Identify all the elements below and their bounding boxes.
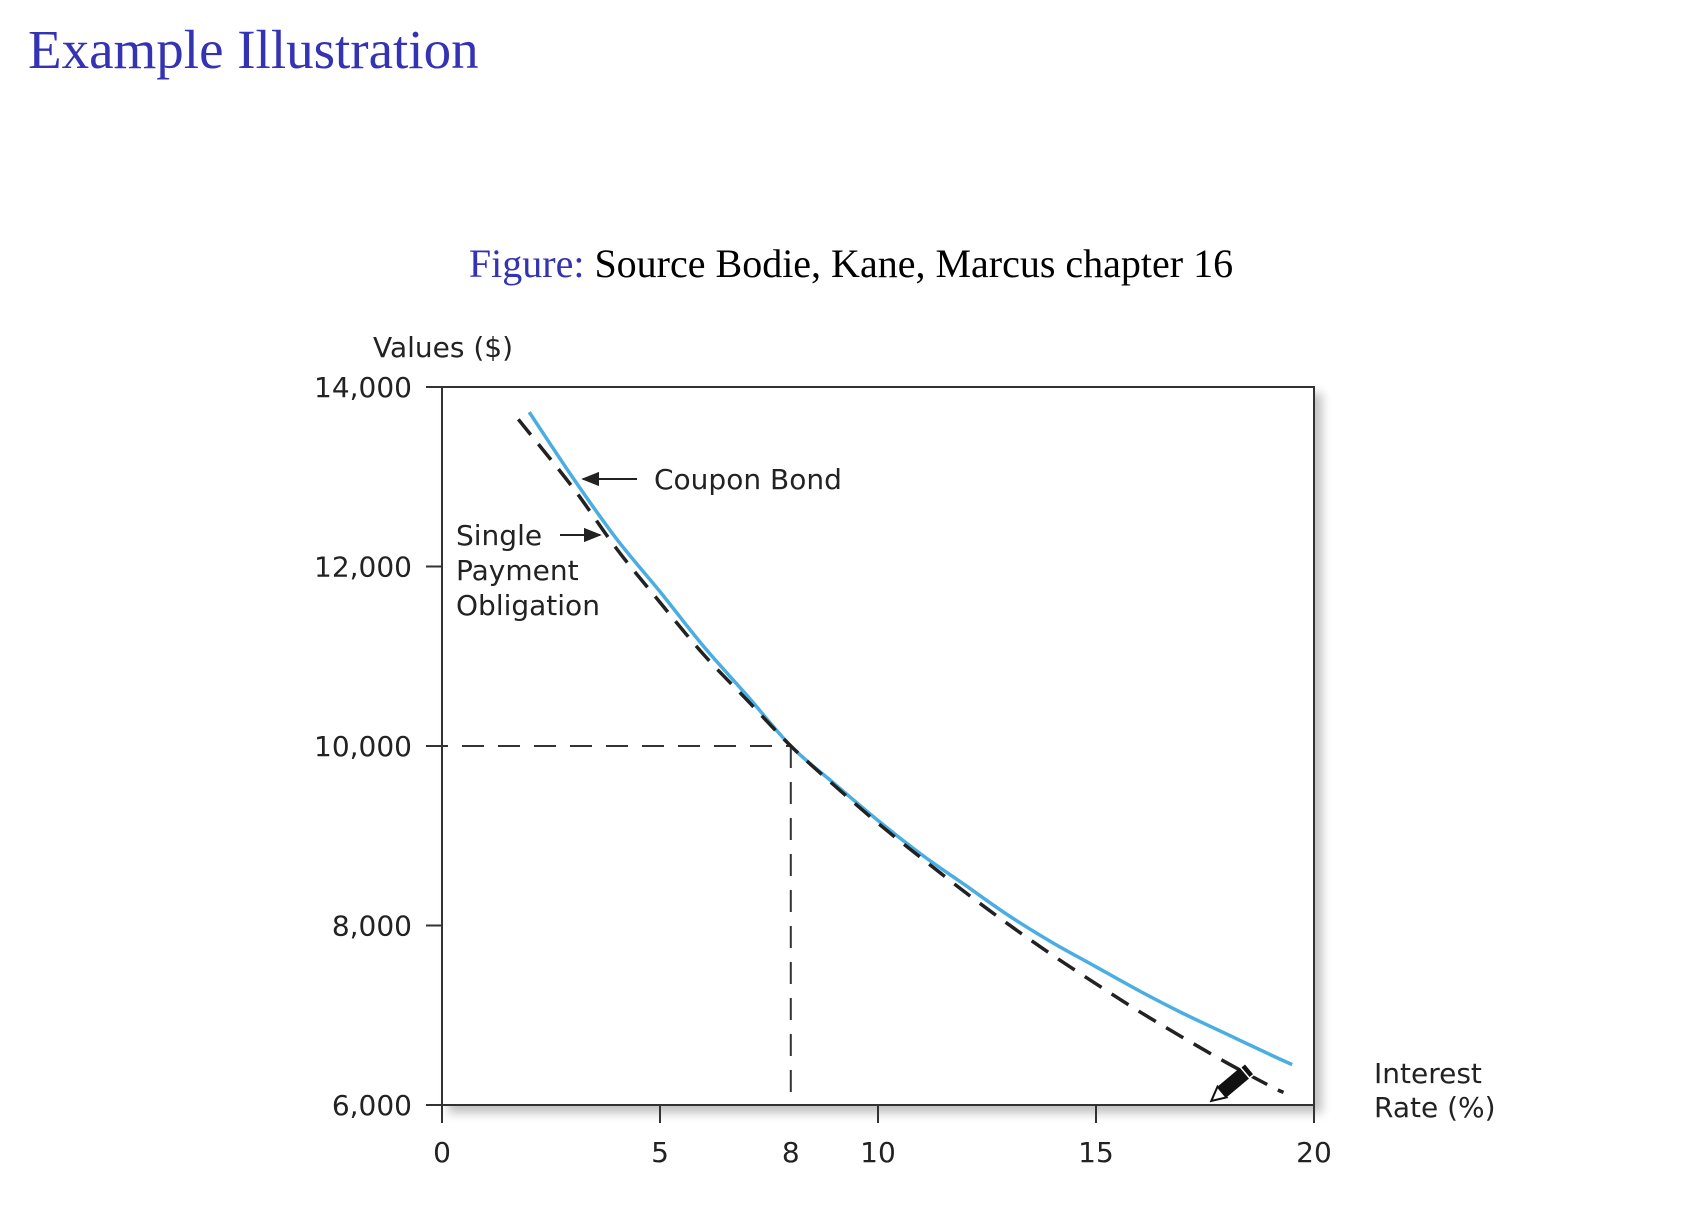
coupon-bond-label: Coupon Bond: [654, 463, 842, 496]
y-tick-label: 8,000: [332, 910, 412, 943]
slide-title: Example Illustration: [28, 19, 479, 80]
series-group: [516, 411, 1293, 1095]
x-axis-label: Interest Rate (%): [1374, 1057, 1496, 1124]
x-tick-label: 0: [433, 1136, 451, 1169]
figure-caption: Figure: Source Bodie, Kane, Marcus chapt…: [0, 240, 1702, 287]
y-tick-label: 6,000: [332, 1089, 412, 1122]
x-tick-label: 8: [782, 1136, 800, 1169]
x-tick-label: 15: [1078, 1136, 1114, 1169]
y-tick-label: 12,000: [314, 551, 412, 584]
x-axis-label-line-1: Interest: [1374, 1057, 1482, 1090]
caption-text: Source Bodie, Kane, Marcus chapter 16: [594, 241, 1234, 286]
single-payment-annotation: Single Payment Obligation: [456, 519, 602, 622]
x-tick-label: 5: [651, 1136, 669, 1169]
reference-lines: [426, 745, 792, 1105]
x-axis: 0 5 8 10 15 20: [433, 1105, 1332, 1169]
x-axis-label-line-2: Rate (%): [1374, 1091, 1496, 1124]
y-axis: 6,000 8,000 10,000 12,000 14,000: [314, 371, 442, 1122]
coupon-bond-line: [527, 411, 1293, 1067]
single-payment-obligation-line: [516, 418, 1285, 1095]
single-payment-label: Single Payment Obligation: [456, 519, 600, 622]
x-tick-label: 10: [860, 1136, 896, 1169]
y-tick-label: 10,000: [314, 730, 412, 763]
x-tick-label: 20: [1296, 1136, 1332, 1169]
y-tick-label: 14,000: [314, 371, 412, 404]
coupon-bond-annotation: Coupon Bond: [581, 463, 842, 496]
caption-label: Figure:: [468, 241, 585, 286]
pencil-icon: [1209, 1062, 1256, 1103]
single-payment-line-3: Obligation: [456, 589, 600, 622]
single-payment-line-2: Payment: [456, 554, 579, 587]
single-payment-line-1: Single: [456, 519, 542, 552]
y-axis-label: Values ($): [373, 331, 513, 364]
